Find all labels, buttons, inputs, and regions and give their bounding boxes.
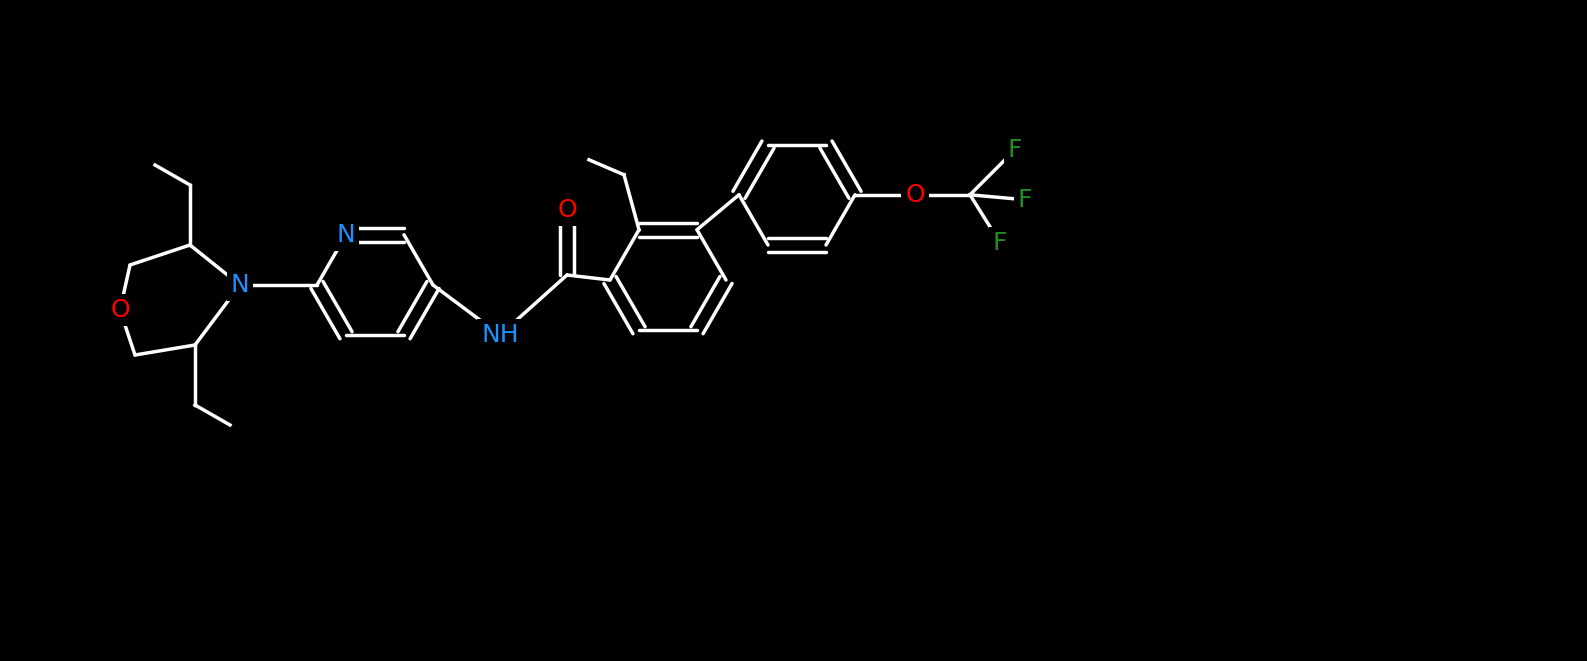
Text: F: F xyxy=(993,231,1008,254)
Text: O: O xyxy=(905,183,925,207)
Text: O: O xyxy=(557,198,576,222)
Text: NH: NH xyxy=(481,323,519,347)
Text: F: F xyxy=(1017,188,1032,212)
Text: O: O xyxy=(110,298,130,322)
Text: F: F xyxy=(1008,137,1022,162)
Text: N: N xyxy=(336,223,355,247)
Text: N: N xyxy=(230,273,249,297)
